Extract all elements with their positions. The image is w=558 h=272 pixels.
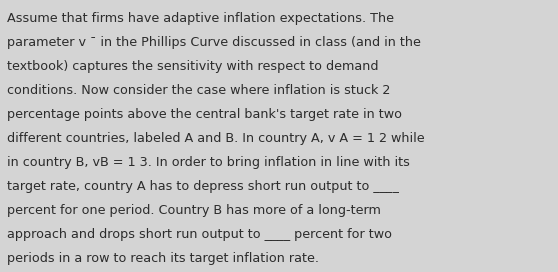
Text: textbook) captures the sensitivity with respect to demand: textbook) captures the sensitivity with … [7,60,379,73]
Text: in country B, vB = 1 3. In order to bring inflation in line with its: in country B, vB = 1 3. In order to brin… [7,156,410,169]
Text: approach and drops short run output to ____ percent for two: approach and drops short run output to _… [7,228,392,241]
Text: target rate, country A has to depress short run output to ____: target rate, country A has to depress sh… [7,180,399,193]
Text: percent for one period. Country B has more of a long-term: percent for one period. Country B has mo… [7,204,381,217]
Text: Assume that firms have adaptive inflation expectations. The: Assume that firms have adaptive inflatio… [7,12,395,25]
Text: conditions. Now consider the case where inflation is stuck 2: conditions. Now consider the case where … [7,84,391,97]
Text: different countries, labeled A and B. In country A, v A = 1 2 while: different countries, labeled A and B. In… [7,132,425,145]
Text: periods in a row to reach its target inflation rate.: periods in a row to reach its target inf… [7,252,319,265]
Text: parameter v ¯ in the Phillips Curve discussed in class (and in the: parameter v ¯ in the Phillips Curve disc… [7,36,421,49]
Text: percentage points above the central bank's target rate in two: percentage points above the central bank… [7,108,402,121]
